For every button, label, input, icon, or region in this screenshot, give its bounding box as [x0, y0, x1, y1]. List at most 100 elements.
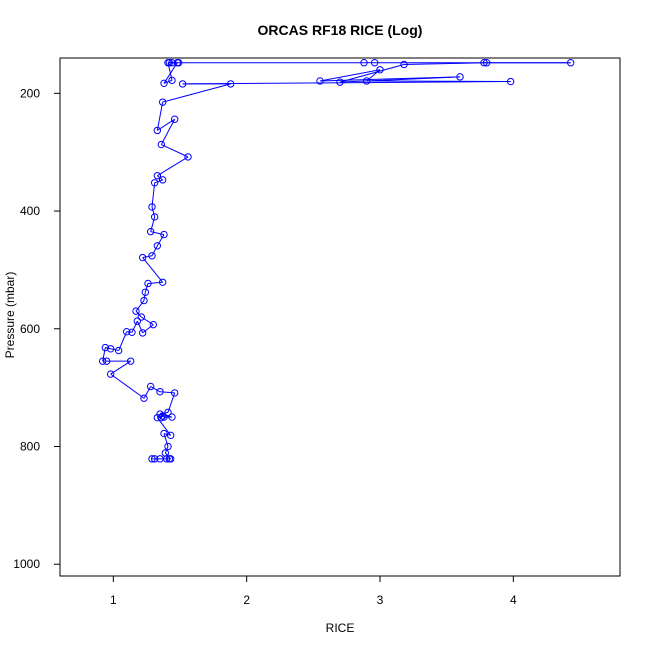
series-0-segment-34 — [135, 300, 145, 312]
series-0-segment-30 — [136, 320, 144, 334]
series-0-point-53 — [158, 98, 167, 106]
x-axis-label: RICE — [326, 621, 355, 635]
chart-title: ORCAS RF18 RICE (Log) — [258, 22, 423, 38]
series-0-point-40 — [148, 252, 156, 260]
series-0-segment-18 — [150, 386, 161, 393]
series-0-point-24 — [98, 357, 107, 365]
series-0-point-36 — [141, 288, 150, 296]
series-0-point-47 — [158, 176, 167, 184]
series-0-segment-50 — [160, 118, 176, 145]
x-tick-label-1: 1 — [110, 593, 117, 607]
series-0-point-67 — [360, 59, 368, 67]
series-0-segment-43 — [150, 216, 156, 232]
series-0-point-6 — [161, 449, 170, 457]
series-0-segment-60 — [339, 76, 461, 83]
series-0-segment-52 — [156, 102, 164, 131]
series-0-segment-71 — [163, 62, 178, 84]
series-0-point-62 — [400, 60, 408, 69]
series-0-point-42 — [160, 230, 168, 239]
series-0-segment-37 — [147, 281, 163, 284]
series-0-point-0 — [148, 455, 156, 463]
series-0-point-1 — [150, 455, 159, 463]
series-0-point-66 — [370, 59, 379, 67]
y-axis-label: Pressure (mbar) — [3, 272, 17, 359]
series-0-point-55 — [178, 80, 187, 88]
series-0-point-8 — [160, 429, 168, 438]
axis-layer: 1 2 3 4 200 400 600 800 1000 — [13, 86, 517, 607]
plot-frame — [59, 57, 621, 577]
series-0-segment-26 — [110, 348, 119, 352]
series-0-point-38 — [158, 278, 167, 286]
series-0-point-56 — [506, 77, 515, 86]
series-0-point-72 — [173, 59, 182, 67]
series-0-segment-17 — [159, 391, 175, 394]
series-0-segment-70 — [163, 79, 173, 84]
series-0-segment-21 — [110, 360, 131, 375]
series-0-point-33 — [137, 313, 146, 321]
series-0-point-51 — [170, 115, 179, 123]
series-0-point-49 — [184, 153, 192, 161]
y-tick-label-1000: 1000 — [13, 557, 40, 571]
series-0-point-23 — [102, 357, 111, 365]
y-tick-label-400: 400 — [20, 204, 40, 218]
series-0-point-14 — [168, 413, 176, 421]
series-0-segment-28 — [126, 331, 133, 333]
series-0-segment-55 — [182, 81, 511, 85]
series-0-point-28 — [122, 328, 131, 336]
series-0-point-61 — [336, 78, 344, 86]
series-0-segment-39 — [142, 255, 153, 259]
series-0-segment-45 — [151, 182, 156, 207]
series-0-point-26 — [106, 345, 115, 353]
series-0-point-57 — [362, 77, 371, 85]
series-0-point-73 — [165, 59, 174, 67]
series-0-point-5 — [166, 455, 175, 463]
y-tick-label-600: 600 — [20, 322, 40, 336]
series-0-point-74 — [168, 59, 176, 67]
y-tick-label-800: 800 — [20, 440, 40, 454]
series-0-segment-24 — [102, 347, 106, 362]
series-0-point-39 — [138, 253, 147, 262]
series-0-point-30 — [133, 317, 142, 325]
series-0-segment-58 — [319, 69, 381, 82]
series-0-segment-20 — [110, 373, 145, 399]
series-0-segment-7 — [163, 433, 169, 447]
series-0-point-11 — [157, 413, 166, 422]
series-0-segment-40 — [151, 245, 158, 257]
series-0-segment-53 — [162, 83, 231, 103]
series-0-segment-41 — [156, 234, 165, 247]
series-0-point-71 — [160, 79, 168, 88]
series-0-segment-29 — [131, 320, 138, 333]
series-0-point-9 — [166, 431, 175, 440]
series-0-point-7 — [164, 442, 172, 451]
series-0-segment-35 — [143, 292, 146, 301]
series-0-point-31 — [138, 329, 147, 337]
x-tick-label-4: 4 — [510, 593, 517, 607]
y-tick-label-200: 200 — [20, 86, 40, 100]
series-0-point-21 — [106, 370, 115, 378]
series-0-point-44 — [150, 213, 159, 221]
series-0-segment-49 — [161, 144, 189, 158]
series-0-point-48 — [153, 172, 162, 180]
series-0-point-37 — [144, 279, 152, 288]
series-0-point-63 — [482, 59, 491, 67]
series-0-point-43 — [146, 227, 155, 236]
series-0-segment-56 — [366, 80, 511, 83]
plot-layer — [98, 59, 575, 463]
series-0-point-35 — [140, 296, 148, 305]
series-0-point-64 — [566, 59, 575, 67]
series-0-segment-32 — [141, 316, 154, 326]
series-0-segment-33 — [135, 310, 142, 318]
series-0-point-41 — [153, 242, 162, 250]
series-0-point-22 — [126, 357, 135, 365]
series-0-point-18 — [156, 388, 164, 396]
series-0-segment-31 — [142, 324, 154, 334]
series-0-point-50 — [157, 140, 166, 149]
series-0-segment-38 — [142, 257, 164, 283]
series-0-point-52 — [153, 126, 162, 135]
series-0-point-34 — [132, 307, 140, 315]
x-tick-label-3: 3 — [377, 593, 384, 607]
series-0-point-29 — [128, 328, 136, 337]
series-0-point-70 — [168, 76, 176, 85]
